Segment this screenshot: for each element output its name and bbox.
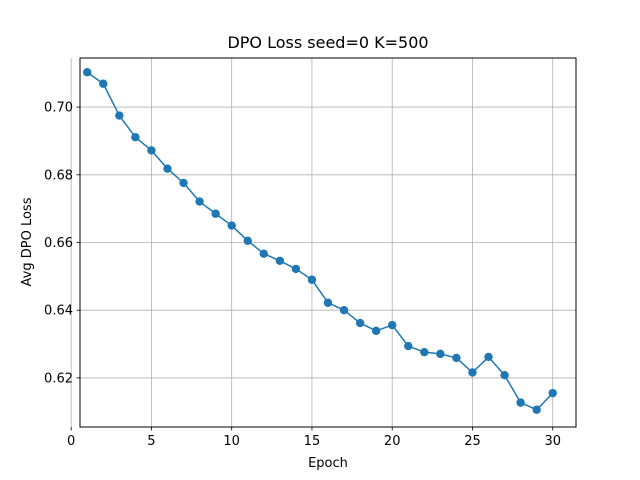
data-point — [211, 209, 220, 218]
data-point — [371, 326, 381, 336]
data-point — [484, 352, 493, 362]
data-point — [500, 371, 509, 380]
data-point — [436, 349, 445, 359]
data-point — [243, 236, 252, 246]
data-point — [516, 398, 525, 407]
data-point — [179, 178, 188, 188]
data-point — [548, 388, 557, 398]
data-point — [420, 347, 429, 357]
y-tick-label: 0.68 — [44, 168, 73, 183]
data-point — [404, 341, 413, 351]
x-tick-label: 15 — [304, 434, 321, 449]
y-tick-label: 0.70 — [44, 101, 73, 116]
y-tick-label: 0.62 — [44, 371, 73, 386]
x-tick-label: 20 — [384, 434, 401, 449]
y-axis-label: Avg DPO Loss — [20, 197, 35, 286]
x-tick-label: 10 — [223, 434, 240, 449]
series-layer — [83, 68, 557, 414]
data-point — [131, 133, 140, 142]
data-point — [83, 68, 92, 77]
data-point — [307, 275, 317, 284]
data-point — [147, 146, 156, 155]
chart-title: DPO Loss seed=0 K=500 — [227, 33, 428, 52]
x-tick-label: 25 — [464, 434, 481, 449]
ticks-layer: 0 5 10 15 20 25 30 0.62 0.64 0.66 0.68 0.70 — [44, 101, 561, 449]
data-point — [291, 264, 301, 274]
data-point — [339, 306, 349, 315]
data-point — [227, 221, 236, 230]
data-point — [275, 256, 285, 265]
data-point — [532, 405, 541, 414]
data-point — [195, 197, 204, 206]
x-axis-label: Epoch — [308, 456, 348, 471]
x-tick-label: 5 — [147, 434, 155, 449]
data-point — [163, 164, 172, 173]
data-point — [468, 368, 477, 377]
data-point — [259, 249, 268, 258]
y-tick-label: 0.64 — [44, 304, 73, 319]
data-point — [355, 318, 365, 328]
y-tick-label: 0.66 — [44, 236, 73, 251]
data-point — [323, 298, 333, 307]
data-point — [99, 79, 108, 88]
data-point — [388, 320, 397, 330]
x-tick-label: 0 — [67, 434, 75, 449]
x-tick-label: 30 — [544, 434, 561, 449]
grid — [70, 58, 576, 427]
data-point — [452, 353, 461, 363]
data-point — [115, 111, 124, 120]
